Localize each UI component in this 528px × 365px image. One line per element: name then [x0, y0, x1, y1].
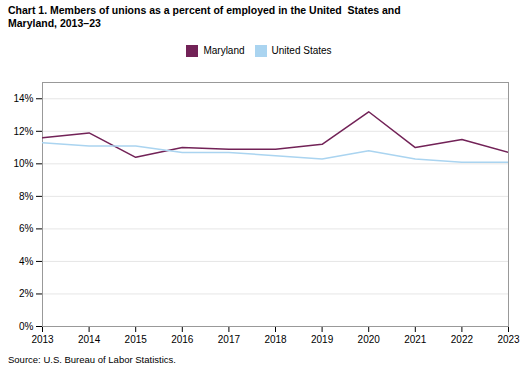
svg-text:2020: 2020: [358, 334, 381, 345]
html-text:Source: U.S. Bureau of Labor S: Source: U.S. Bureau of Labor Statistics.: [8, 354, 176, 365]
svg-text:10%: 10%: [13, 158, 33, 169]
svg-text:6%: 6%: [19, 223, 34, 234]
svg-text:2021: 2021: [404, 334, 427, 345]
svg-text:2015: 2015: [125, 334, 148, 345]
svg-text:2022: 2022: [451, 334, 474, 345]
html-text:Maryland: Maryland: [203, 45, 245, 56]
svg-text:0%: 0%: [19, 321, 34, 332]
svg-text:2013: 2013: [31, 334, 54, 345]
svg-text:2016: 2016: [171, 334, 194, 345]
svg-text:14%: 14%: [13, 93, 33, 104]
svg-text:2019: 2019: [311, 334, 334, 345]
svg-text:2%: 2%: [19, 288, 34, 299]
html-text:United States: United States: [271, 45, 332, 56]
svg-text:2017: 2017: [218, 334, 241, 345]
svg-text:2023: 2023: [497, 334, 520, 345]
svg-text:4%: 4%: [19, 256, 34, 267]
svg-text:2018: 2018: [264, 334, 287, 345]
html-text:Chart 1. Members of unions as: Chart 1. Members of unions as a percent …: [8, 4, 401, 29]
svg-text:8%: 8%: [19, 191, 34, 202]
svg-text:12%: 12%: [13, 126, 33, 137]
svg-text:2014: 2014: [78, 334, 101, 345]
